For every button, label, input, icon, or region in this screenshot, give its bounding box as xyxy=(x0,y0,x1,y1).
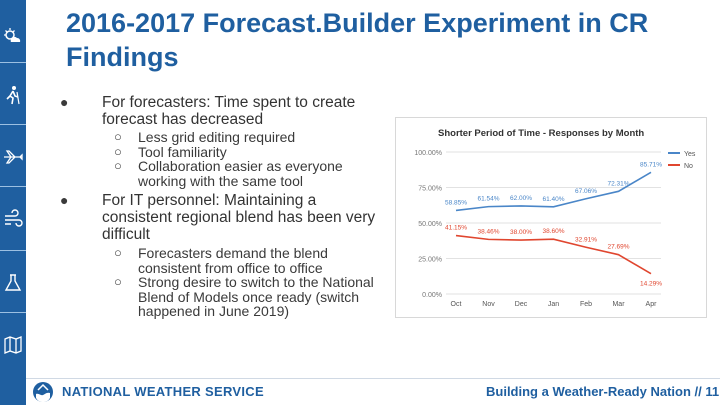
x-tick-label: Oct xyxy=(451,301,462,308)
x-tick-label: Nov xyxy=(482,301,495,308)
hiker-icon xyxy=(2,84,24,106)
bullet-text: For forecasters: Time spent to create fo… xyxy=(102,94,356,128)
x-tick-label: Dec xyxy=(515,301,528,308)
y-tick-label: 0.00% xyxy=(422,292,442,299)
sidebar-divider xyxy=(0,312,26,313)
chart-canvas: Shorter Period of Time - Responses by Mo… xyxy=(414,128,696,308)
y-tick-label: 100.00% xyxy=(414,150,442,157)
y-tick-label: 25.00% xyxy=(418,257,442,264)
noaa-logo-icon xyxy=(32,381,54,403)
map-icon xyxy=(2,334,24,356)
footer: NATIONAL WEATHER SERVICE Building a Weat… xyxy=(26,378,720,405)
sub-bullet-list: ○ Forecasters demand the blend consisten… xyxy=(58,245,378,319)
sub-bullet-text: Forecasters demand the blend consistent … xyxy=(138,245,328,276)
data-label: 85.71% xyxy=(640,161,662,168)
data-label: 38.46% xyxy=(477,228,499,235)
x-tick-label: Jan xyxy=(548,301,559,308)
sub-bullet-text: Collaboration easier as everyone working… xyxy=(138,158,343,189)
data-label: 41.15% xyxy=(445,225,467,232)
bullet-list: ● For forecasters: Time spent to create … xyxy=(58,94,378,319)
x-tick-label: Feb xyxy=(580,301,592,308)
x-tick-label: Apr xyxy=(646,301,658,308)
data-label: 67.06% xyxy=(575,188,597,195)
bullet-marker: ● xyxy=(60,192,69,208)
sub-bullet-item: ○ Forecasters demand the blend consisten… xyxy=(58,245,378,276)
bullet-item: ● For forecasters: Time spent to create … xyxy=(58,94,378,128)
data-label: 61.40% xyxy=(542,196,564,203)
data-label: 62.00% xyxy=(510,195,532,202)
series-line-yes xyxy=(455,171,652,212)
data-label: 38.60% xyxy=(542,228,564,235)
sub-bullet-marker: ○ xyxy=(114,274,122,289)
weather-icon xyxy=(2,26,24,48)
sidebar-divider xyxy=(0,250,26,251)
sub-bullet-marker: ○ xyxy=(114,158,122,173)
y-tick-label: 50.00% xyxy=(418,221,442,228)
footer-org-name: NATIONAL WEATHER SERVICE xyxy=(62,384,264,399)
data-label: 58.85% xyxy=(445,199,467,206)
sub-bullet-marker: ○ xyxy=(114,143,122,159)
data-label: 61.54% xyxy=(477,196,499,203)
sub-bullet-item: ○ Collaboration easier as everyone worki… xyxy=(58,158,378,189)
sidebar-divider xyxy=(0,124,26,125)
legend-label: No xyxy=(684,163,693,170)
sub-bullet-item: ○ Less grid editing required xyxy=(58,129,378,145)
legend-label: Yes xyxy=(684,151,696,158)
bullet-text: For IT personnel: Maintaining a consiste… xyxy=(102,192,376,243)
sidebar xyxy=(0,0,26,405)
sub-bullet-marker: ○ xyxy=(114,245,122,260)
data-label: 14.29% xyxy=(640,281,662,288)
wind-icon xyxy=(2,208,24,230)
bullet-item: ● For IT personnel: Maintaining a consis… xyxy=(58,192,378,243)
slide-title: 2016-2017 Forecast.Builder Experiment in… xyxy=(66,8,649,72)
data-label: 27.69% xyxy=(607,244,629,251)
bullet-marker: ● xyxy=(60,94,69,110)
sidebar-divider xyxy=(0,186,26,187)
sub-bullet-list: ○ Less grid editing required ○ Tool fami… xyxy=(58,129,378,189)
chart-title: Shorter Period of Time - Responses by Mo… xyxy=(438,128,644,139)
sub-bullet-item: ○ Tool familiarity xyxy=(58,143,378,160)
sub-bullet-text: Strong desire to switch to the National … xyxy=(138,274,374,319)
data-label: 72.31% xyxy=(607,180,629,187)
footer-divider xyxy=(26,378,720,379)
sub-bullet-text: Less grid editing required xyxy=(138,129,296,145)
footer-slide-number: Building a Weather-Ready Nation // 11 xyxy=(486,384,720,399)
x-tick-label: Mar xyxy=(612,301,625,308)
flask-icon xyxy=(2,272,24,294)
responses-chart: Shorter Period of Time - Responses by Mo… xyxy=(395,117,707,318)
series-line-no xyxy=(455,234,652,275)
y-tick-label: 75.00% xyxy=(418,186,442,193)
sub-bullet-marker: ○ xyxy=(114,129,122,144)
data-label: 32.91% xyxy=(575,236,597,243)
sidebar-divider xyxy=(0,62,26,63)
sub-bullet-text: Tool familiarity xyxy=(138,143,227,160)
data-label: 38.00% xyxy=(510,229,532,236)
sub-bullet-item: ○ Strong desire to switch to the Nationa… xyxy=(58,274,378,319)
airplane-icon xyxy=(2,146,24,168)
